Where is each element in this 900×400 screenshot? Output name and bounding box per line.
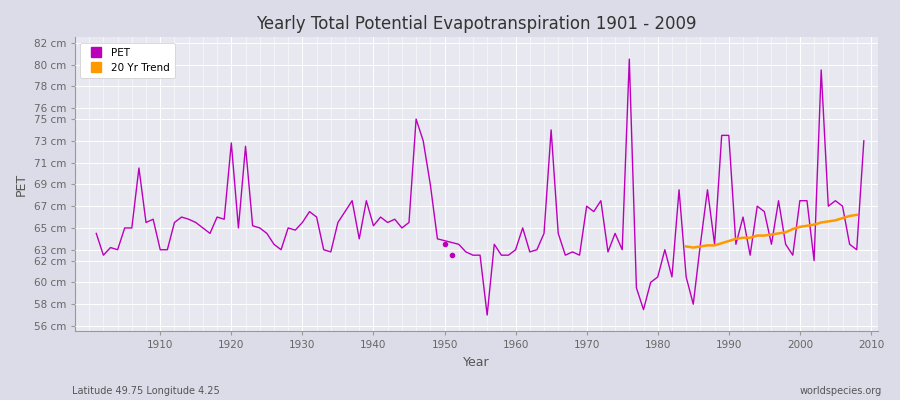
Text: worldspecies.org: worldspecies.org [800, 386, 882, 396]
X-axis label: Year: Year [464, 356, 490, 369]
Title: Yearly Total Potential Evapotranspiration 1901 - 2009: Yearly Total Potential Evapotranspiratio… [256, 15, 697, 33]
Y-axis label: PET: PET [15, 173, 28, 196]
Legend: PET, 20 Yr Trend: PET, 20 Yr Trend [80, 42, 176, 78]
Text: Latitude 49.75 Longitude 4.25: Latitude 49.75 Longitude 4.25 [72, 386, 220, 396]
